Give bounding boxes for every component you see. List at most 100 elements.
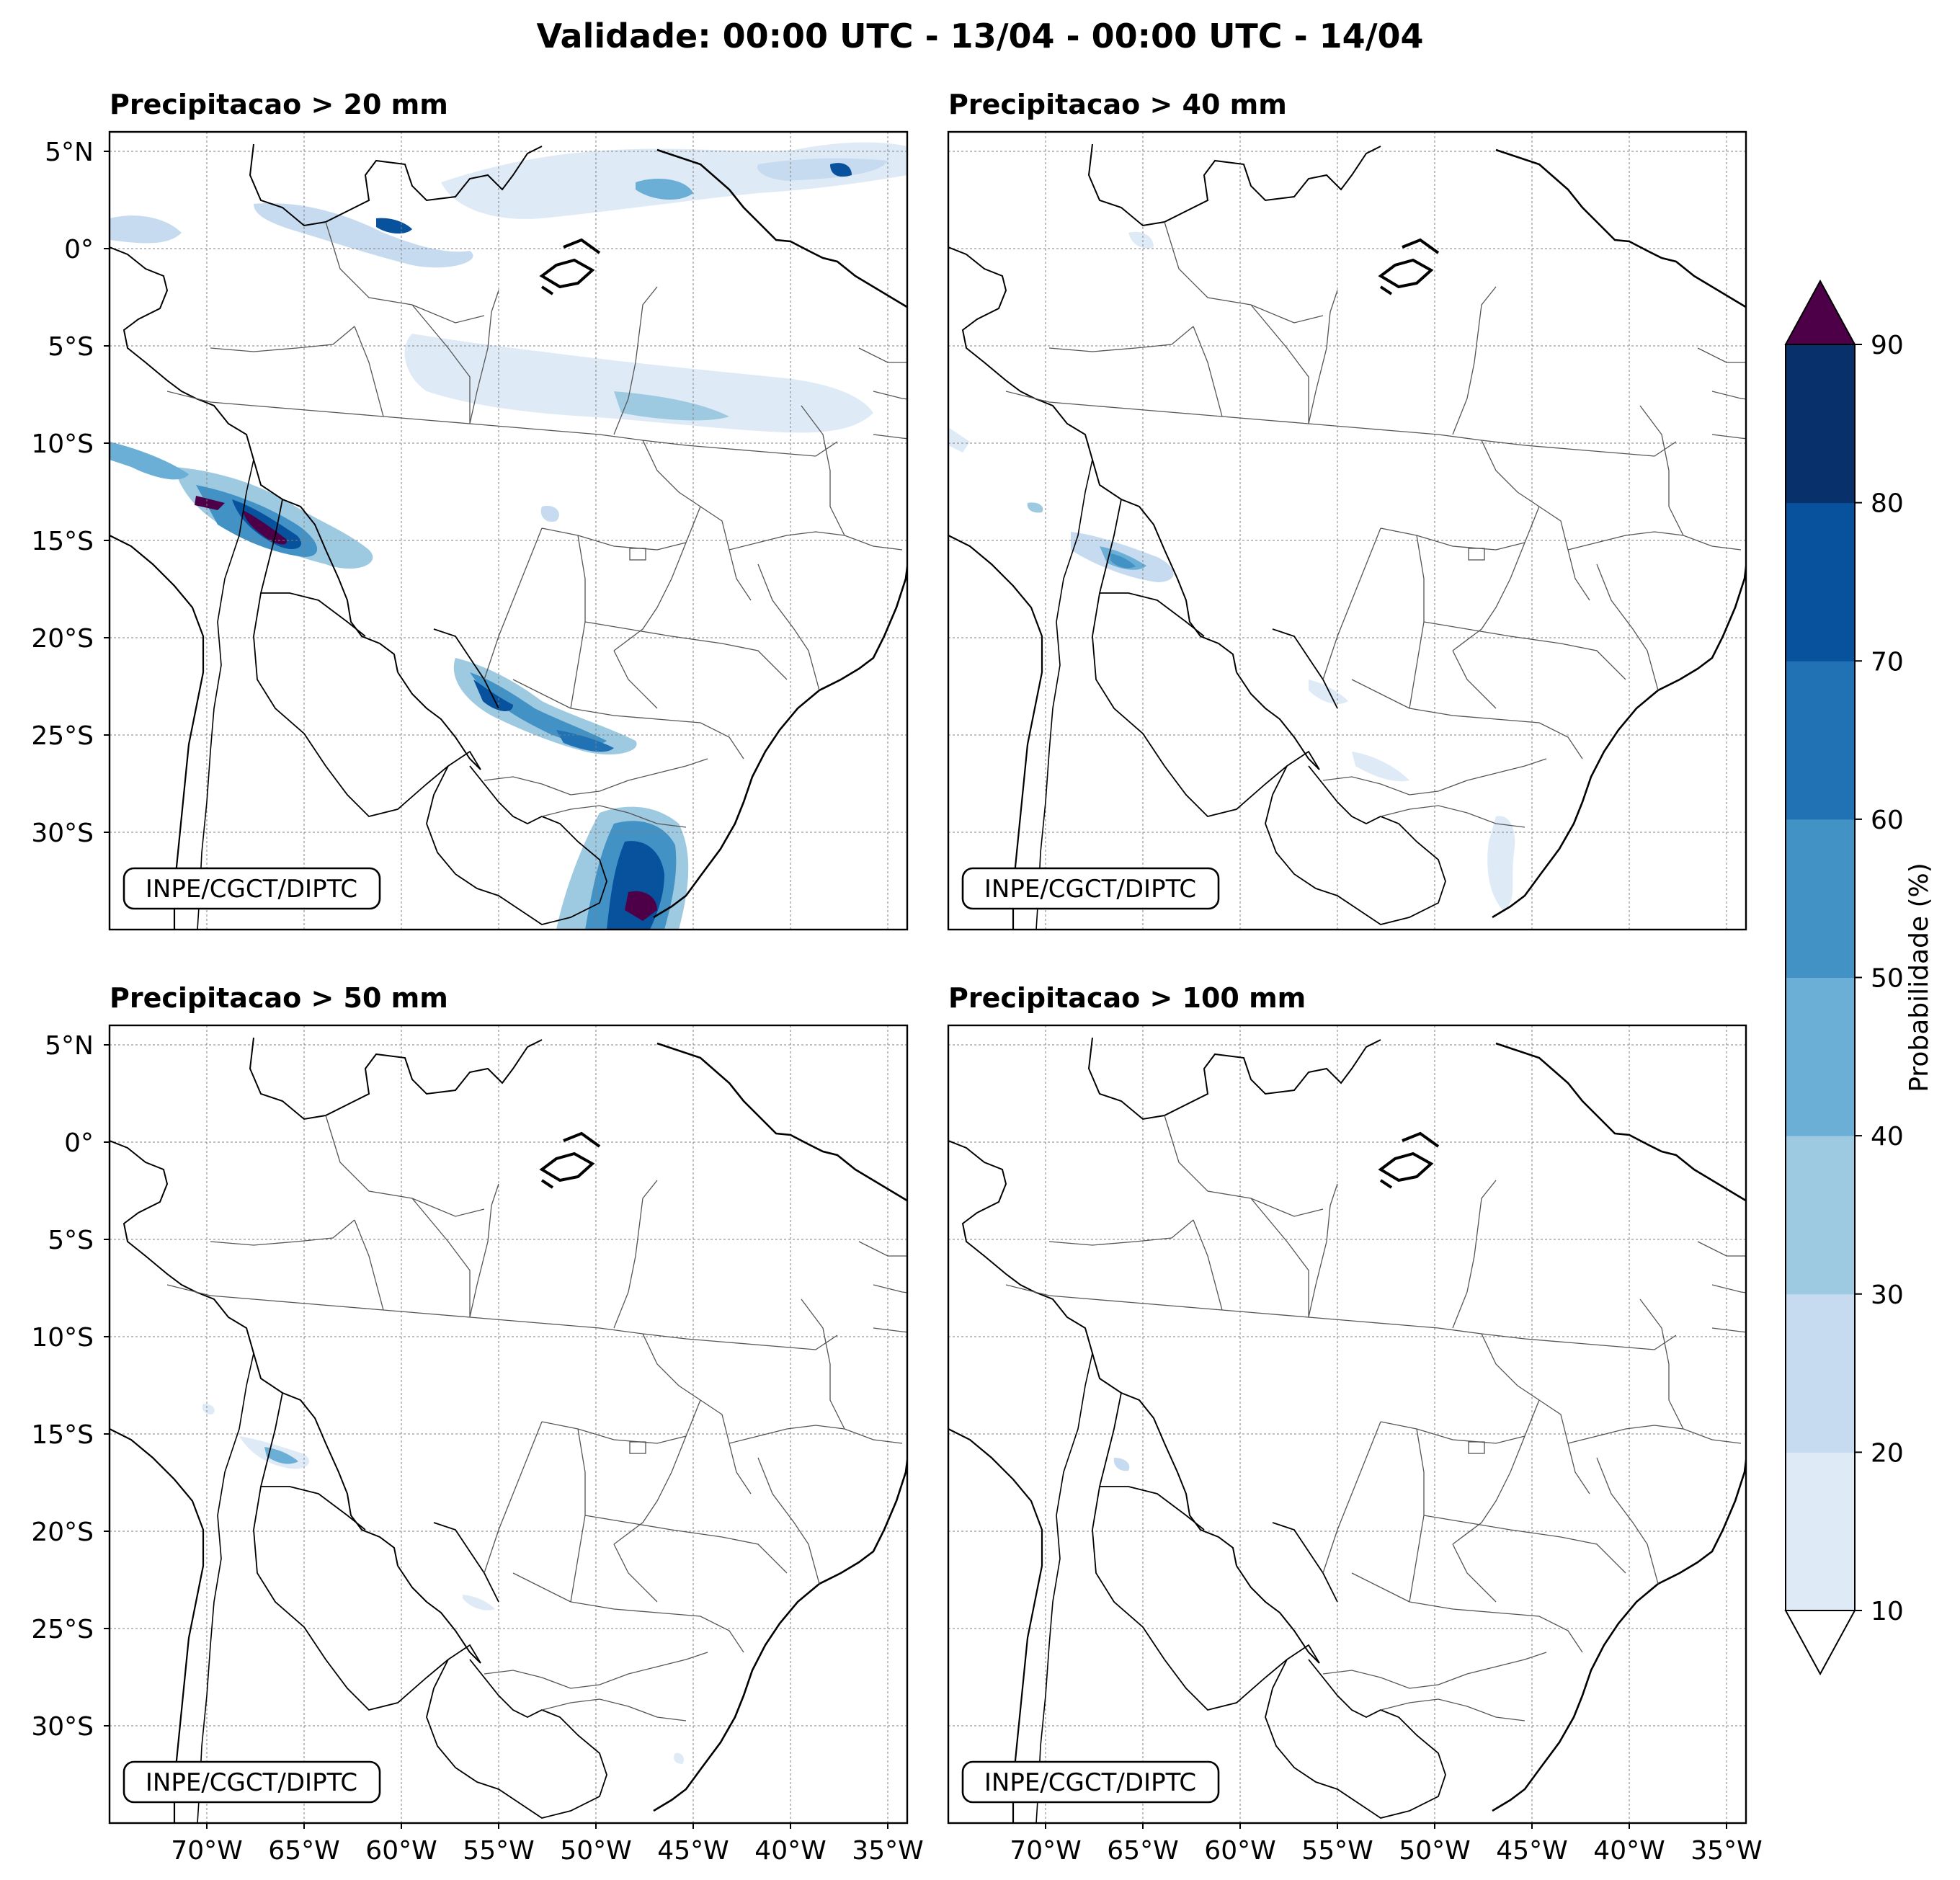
credit-box: INPE/CGCT/DIPTC	[122, 867, 381, 910]
panel-title: Precipitacao > 40 mm	[948, 89, 1287, 120]
map-content	[110, 1025, 907, 1823]
probability-area	[110, 442, 189, 480]
map-frame	[108, 130, 909, 931]
lon-tick-label: 40°W	[1593, 1836, 1665, 1866]
lat-tick-label: 5°S	[48, 1226, 94, 1255]
lat-tick-label: 30°S	[31, 819, 94, 848]
probability-area	[110, 215, 182, 244]
map-background	[110, 1025, 907, 1823]
colorbar-segment	[1786, 977, 1855, 1136]
lat-tick-label: 10°S	[31, 1323, 94, 1353]
lat-tick-label: 5°S	[48, 332, 94, 362]
map-content	[948, 132, 1746, 930]
lat-tick-label: 20°S	[31, 1518, 94, 1547]
lon-tick-label: 50°W	[560, 1836, 631, 1866]
panel-precip-20mm: Precipitacao > 20 mm INPE/CGCT/DIPTC 5°N 0…	[31, 89, 909, 931]
probability-area	[636, 179, 693, 200]
map-frame	[947, 130, 1747, 931]
probability-area	[232, 499, 301, 550]
colorbar-tick-label: 30	[1871, 1280, 1904, 1310]
colorbar-tick-label: 90	[1871, 331, 1904, 360]
lon-tick-label: 50°W	[1399, 1836, 1470, 1866]
map-frame	[947, 1024, 1747, 1825]
probability-area	[1352, 752, 1409, 782]
credit-box: INPE/CGCT/DIPTC	[961, 1760, 1220, 1804]
probability-area	[1487, 816, 1515, 910]
probability-area	[473, 680, 513, 712]
credit-frame	[122, 867, 381, 910]
probability-area	[1309, 680, 1348, 705]
lon-tick-label: 55°W	[463, 1836, 534, 1866]
probability-area	[830, 163, 852, 177]
probability-area	[614, 391, 729, 421]
colorbar-tick-label: 50	[1871, 964, 1904, 994]
probability-area	[540, 506, 559, 522]
credit-text: INPE/CGCT/DIPTC	[984, 1768, 1196, 1797]
credit-frame	[961, 1760, 1220, 1804]
colorbar-segment	[1786, 819, 1855, 978]
probability-area	[674, 1752, 684, 1764]
map-content	[110, 132, 907, 930]
lon-tick-label: 60°W	[365, 1836, 437, 1866]
lon-tick-label: 35°W	[1690, 1836, 1762, 1866]
lon-tick-label: 65°W	[1107, 1836, 1178, 1866]
lat-tick-label: 25°S	[31, 721, 94, 751]
credit-text: INPE/CGCT/DIPTC	[984, 875, 1196, 904]
lon-tick-label: 65°W	[268, 1836, 339, 1866]
probability-area	[625, 891, 657, 921]
probability-area	[195, 496, 225, 510]
lon-tick-label: 70°W	[171, 1836, 242, 1866]
probability-area	[1110, 553, 1136, 569]
lat-tick-label: 30°S	[31, 1712, 94, 1742]
colorbar-label: Probabilidade (%)	[1905, 863, 1934, 1092]
colorbar-segment	[1786, 1293, 1855, 1453]
credit-frame	[961, 867, 1220, 910]
lat-tick-label: 0°	[64, 235, 94, 264]
map-background	[948, 132, 1746, 930]
credit-text: INPE/CGCT/DIPTC	[146, 875, 357, 904]
panel-title: Precipitacao > 50 mm	[110, 982, 448, 1014]
credit-box: INPE/CGCT/DIPTC	[122, 1760, 381, 1804]
probability-area	[202, 1404, 215, 1415]
map-area	[948, 132, 1746, 930]
map-background	[948, 1025, 1746, 1823]
lon-tick-label: 60°W	[1204, 1836, 1275, 1866]
lat-tick-label: 20°S	[31, 624, 94, 654]
colorbar-segment	[1786, 344, 1855, 504]
colorbar-over-triangle	[1784, 279, 1856, 345]
colorbar-tick-label: 10	[1871, 1597, 1904, 1626]
lon-tick-label: 70°W	[1010, 1836, 1081, 1866]
credit-frame	[122, 1760, 381, 1804]
lat-tick-label: 15°S	[31, 527, 94, 556]
probability-area	[254, 203, 473, 268]
lat-tick-label: 0°	[64, 1128, 94, 1158]
colorbar-segment	[1786, 1136, 1855, 1295]
lat-tick-label: 5°N	[45, 1031, 94, 1061]
credit-text: INPE/CGCT/DIPTC	[146, 1768, 357, 1797]
lon-tick-label: 35°W	[852, 1836, 923, 1866]
colorbar-tick-label: 60	[1871, 806, 1904, 835]
colorbar-segment	[1786, 502, 1855, 661]
colorbar-tick-label: 70	[1871, 647, 1904, 677]
colorbar-tick-label: 20	[1871, 1438, 1904, 1468]
probability-area	[1128, 231, 1154, 249]
colorbar-tick-label: 80	[1871, 489, 1904, 519]
probability-area	[757, 158, 888, 181]
panel-precip-100mm: Precipitacao > 100 mm INPE/CGCT/DIPTC 70°…	[947, 982, 1763, 1866]
probability-area	[1113, 1458, 1130, 1471]
lat-tick-label: 5°N	[45, 138, 94, 167]
lat-tick-label: 25°S	[31, 1615, 94, 1644]
map-area	[948, 1025, 1746, 1823]
lat-tick-label: 15°S	[31, 1420, 94, 1450]
figure-title: Validade: 00:00 UTC - 13/04 - 00:00 UTC …	[536, 17, 1423, 55]
lon-tick-label: 55°W	[1301, 1836, 1373, 1866]
colorbar: 10 20 30 40 50 60 70 80 90 Probabilidade (%)	[1784, 279, 1934, 1676]
probability-area	[463, 1595, 495, 1611]
colorbar-tick-label: 40	[1871, 1122, 1904, 1151]
probability-area	[264, 1447, 298, 1464]
probability-area	[453, 658, 637, 755]
map-area	[110, 1025, 907, 1823]
colorbar-segment	[1786, 661, 1855, 820]
